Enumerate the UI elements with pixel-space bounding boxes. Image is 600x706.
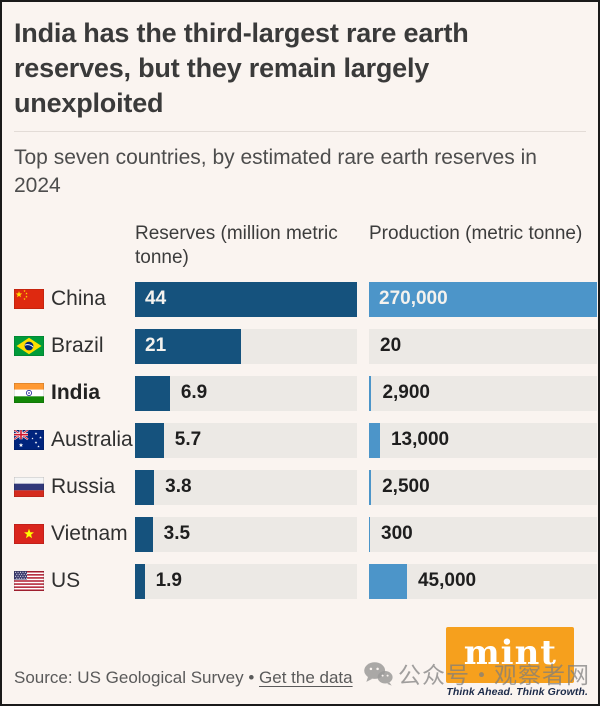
chart-rows: China 44 270,000 Brazil 21 20 India 6.9 2,900 Aus… <box>14 281 597 599</box>
source-line: Source: US Geological Survey • Get the d… <box>14 668 353 688</box>
reserves-bar <box>135 328 241 364</box>
production-value: 2,900 <box>382 382 430 404</box>
source-separator: • <box>243 668 260 687</box>
chart-subtitle: Top seven countries, by estimated rare e… <box>14 146 537 197</box>
reserves-value: 5.7 <box>174 429 202 451</box>
country-name: US <box>51 569 81 593</box>
country-label-cell: Vietnam <box>14 522 135 546</box>
production-bar <box>369 375 372 411</box>
reserves-value: 44 <box>145 288 167 310</box>
country-name: Australia <box>51 428 133 452</box>
production-track: 2,500 <box>369 469 597 505</box>
flag-russia-icon <box>14 477 44 498</box>
reserves-bar <box>135 281 357 317</box>
production-track: 300 <box>369 516 597 552</box>
column-header-reserves: Reserves (million metric tonne) <box>135 222 338 268</box>
country-label-cell: India <box>14 381 135 405</box>
country-label-cell: Australia <box>14 428 135 452</box>
production-bar <box>369 516 371 552</box>
country-name: Russia <box>51 475 116 499</box>
reserves-bar <box>135 375 170 411</box>
country-name: China <box>51 287 106 311</box>
country-row-vietnam: Vietnam 3.5 300 <box>14 516 597 552</box>
production-value: 13,000 <box>390 429 450 451</box>
reserves-value: 6.9 <box>180 382 208 404</box>
reserves-bar <box>135 516 153 552</box>
reserves-value: 3.8 <box>165 476 192 498</box>
country-label-cell: China <box>14 287 135 311</box>
production-bar <box>369 563 407 599</box>
production-track: 20 <box>369 328 597 364</box>
flag-vietnam-icon <box>14 524 44 545</box>
production-value: 45,000 <box>417 570 477 592</box>
flag-brazil-icon <box>14 336 44 357</box>
source-text: Source: US Geological Survey <box>14 668 244 687</box>
production-bar <box>369 469 372 505</box>
production-track: 270,000 <box>369 281 597 317</box>
production-value: 20 <box>380 335 402 357</box>
country-name: Vietnam <box>51 522 128 546</box>
country-row-china: China 44 270,000 <box>14 281 597 317</box>
country-row-us: US 1.9 45,000 <box>14 563 597 599</box>
country-row-russia: Russia 3.8 2,500 <box>14 469 597 505</box>
production-track: 2,900 <box>369 375 597 411</box>
reserves-track: 5.7 <box>135 422 357 458</box>
bar-chart: Reserves (million metric tonne) Producti… <box>14 222 597 599</box>
country-label-cell: Brazil <box>14 334 135 358</box>
divider <box>14 131 586 133</box>
production-track: 13,000 <box>369 422 597 458</box>
reserves-track: 6.9 <box>135 375 357 411</box>
country-name: India <box>51 381 101 405</box>
wechat-icon <box>363 661 393 686</box>
reserves-value: 1.9 <box>155 570 182 592</box>
reserves-track: 3.8 <box>135 469 357 505</box>
production-bar <box>369 422 380 458</box>
country-label-cell: Russia <box>14 475 135 499</box>
get-the-data-link[interactable]: Get the data <box>259 668 353 687</box>
page-title: India has the third-largest rare earth r… <box>14 18 469 119</box>
production-value: 2,500 <box>382 476 430 498</box>
reserves-track: 44 <box>135 281 357 317</box>
country-row-india: India 6.9 2,900 <box>14 375 597 411</box>
reserves-track: 21 <box>135 328 357 364</box>
reserves-track: 1.9 <box>135 563 357 599</box>
production-value: 300 <box>381 523 413 545</box>
reserves-track: 3.5 <box>135 516 357 552</box>
country-row-brazil: Brazil 21 20 <box>14 328 597 364</box>
production-bar <box>369 281 597 317</box>
reserves-bar <box>135 469 155 505</box>
flag-china-icon <box>14 289 44 310</box>
reserves-value: 3.5 <box>163 523 191 545</box>
mint-logo-text: mint <box>463 633 558 673</box>
column-header-production: Production (metric tonne) <box>369 222 583 244</box>
production-track: 45,000 <box>369 563 597 599</box>
flag-us-icon <box>14 571 44 592</box>
brand-block: mint Think Ahead. Think Growth. <box>446 627 588 698</box>
flag-india-icon <box>14 383 44 404</box>
country-label-cell: US <box>14 569 135 593</box>
mint-logo: mint <box>446 627 575 683</box>
country-row-australia: Australia 5.7 13,000 <box>14 422 597 458</box>
column-headers: Reserves (million metric tonne) Producti… <box>14 222 588 270</box>
reserves-value: 21 <box>145 335 167 357</box>
reserves-bar <box>135 422 164 458</box>
brand-tagline: Think Ahead. Think Growth. <box>446 686 588 698</box>
flag-australia-icon <box>14 430 44 451</box>
production-value: 270,000 <box>379 288 448 310</box>
country-name: Brazil <box>51 334 104 358</box>
reserves-bar <box>135 563 145 599</box>
